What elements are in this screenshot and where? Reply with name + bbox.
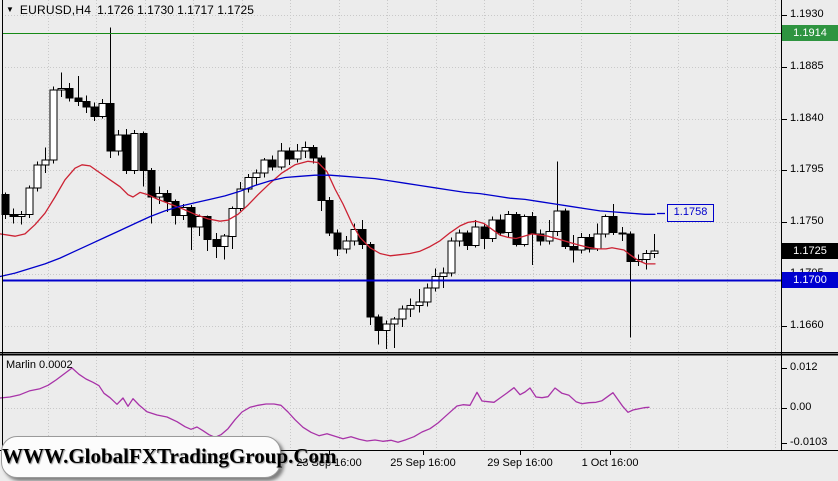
indicator-value: 0.0002 (39, 359, 73, 371)
indicator-label: Marlin 0.0002 (6, 359, 73, 371)
watermark: WWW.GlobalFXTradingGroup.Com (1, 436, 337, 478)
indicator-tick-label: -0.0103 (790, 436, 828, 448)
indicator-tick-label: 0.012 (790, 361, 818, 373)
time-axis-label: 29 Sep 16:00 (487, 457, 553, 469)
indicator-tick-label: 0.00 (790, 401, 812, 413)
price-tick-label: 1.1885 (790, 60, 824, 72)
indicator-name: Marlin (6, 359, 36, 371)
price-tick-label: 1.1795 (790, 163, 824, 175)
price-tick-label: 1.1930 (790, 8, 824, 20)
symbol-dropdown-arrow-icon[interactable]: ▼ (6, 5, 14, 14)
symbol-quote: ▼ EURUSD,H4 1.1726 1.1730 1.1717 1.1725 (6, 3, 254, 17)
ohlc-quote-values: 1.1726 1.1730 1.1717 1.1725 (97, 3, 254, 17)
price-badge-level-green: 1.1914 (782, 25, 838, 41)
price-badge-bid: 1.1725 (782, 243, 838, 259)
price-badge-level-blue: 1.1700 (782, 272, 838, 288)
price-tick-label: 1.1660 (790, 319, 824, 331)
time-axis-label: 23 Sep 16:00 (296, 457, 362, 469)
symbol-period-label: EURUSD,H4 (19, 3, 92, 17)
ma-value-label[interactable]: 1.1758 (667, 204, 714, 222)
price-tick-label: 1.1840 (790, 112, 824, 124)
price-tick-label: 1.1750 (790, 215, 824, 227)
time-axis-label: 25 Sep 16:00 (390, 457, 456, 469)
time-axis-label: 1 Oct 16:00 (581, 457, 639, 469)
